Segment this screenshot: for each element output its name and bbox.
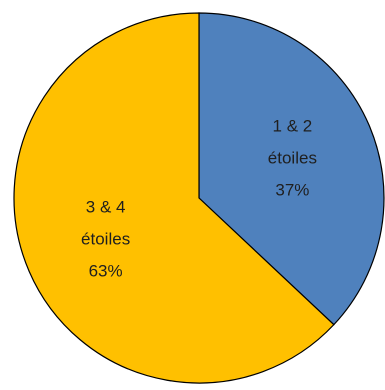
pie-slice-label-line: 3 & 4 — [86, 197, 126, 216]
pie-slice-label-0: 1 & 2 étoiles 37% — [268, 117, 317, 200]
pie-slice-label-line: étoiles — [81, 229, 130, 248]
pie-slice-1 — [13, 12, 335, 384]
pie-slice-label-1: 3 & 4 étoiles 63% — [81, 197, 130, 280]
pie-slice-label-line: 63% — [89, 261, 123, 280]
pie-slice-0 — [198, 12, 385, 326]
pie-slice-label-line: 1 & 2 — [273, 117, 313, 136]
pie-slice-label-line: 37% — [275, 181, 309, 200]
pie-slice-label-line: étoiles — [268, 149, 317, 168]
